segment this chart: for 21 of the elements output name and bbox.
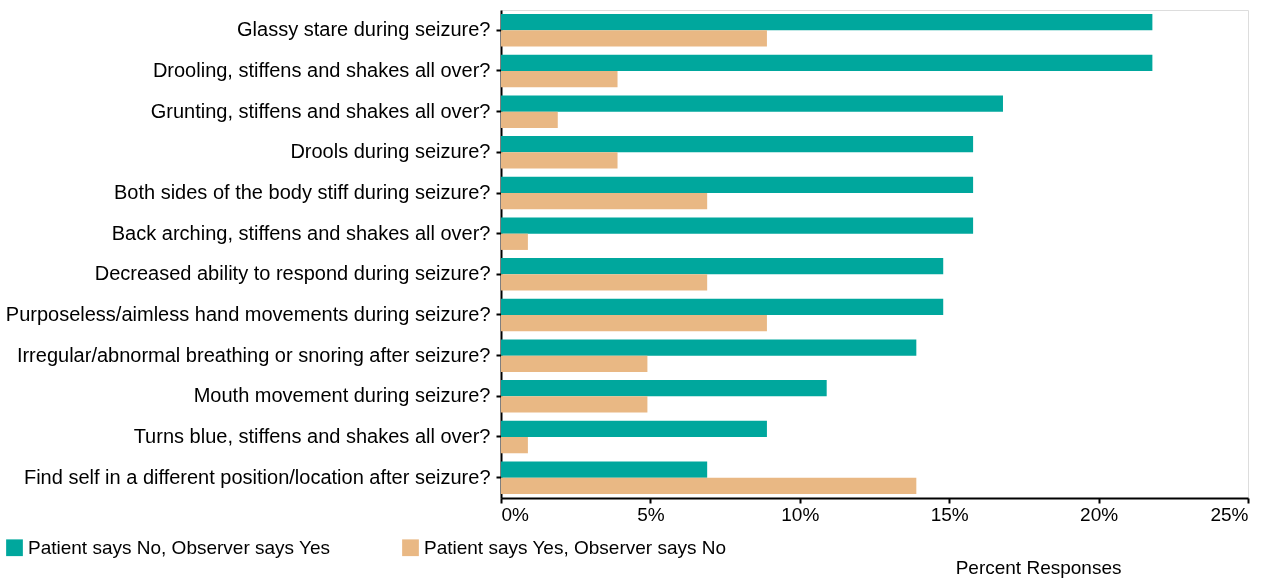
y-tick-label: Decreased ability to respond during seizure?: [94, 262, 491, 285]
y-tick-label: Both sides of the body stiff during seizure?: [113, 181, 491, 203]
x-tick-label: 25%: [1210, 503, 1249, 525]
y-tick-label: Turns blue, stiffens and shakes all over?: [133, 425, 491, 447]
x-tick-label: 15%: [930, 503, 969, 525]
y-tick-label: Mouth movement during seizure?: [193, 384, 491, 407]
y-tick-label: Back arching, stiffens and shakes all over?: [111, 221, 491, 244]
y-tick-label: Purposeless/aimless hand movements during seizure?: [5, 303, 491, 325]
x-axis-title: Percent Responses: [955, 556, 1122, 578]
legend-label: Patient says Yes, Observer says No: [424, 536, 727, 558]
x-tick-label: 20%: [1080, 503, 1119, 525]
y-tick-label: Irregular/abnormal breathing or snoring after seizure?: [16, 343, 491, 366]
x-tick-label: 10%: [781, 503, 820, 525]
legend-label: Patient says No, Observer says Yes: [28, 536, 331, 558]
y-tick-label: Grunting, stiffens and shakes all over?: [150, 99, 491, 122]
y-tick-label: Drooling, stiffens and shakes all over?: [152, 59, 491, 81]
x-tick-label: 5%: [637, 503, 665, 525]
y-tick-label: Glassy stare during seizure?: [237, 18, 491, 41]
x-tick-label: 0%: [501, 503, 530, 525]
y-tick-label: Find self in a different position/location after seizure?: [23, 465, 491, 488]
y-tick-label: Drools during seizure?: [290, 140, 491, 163]
